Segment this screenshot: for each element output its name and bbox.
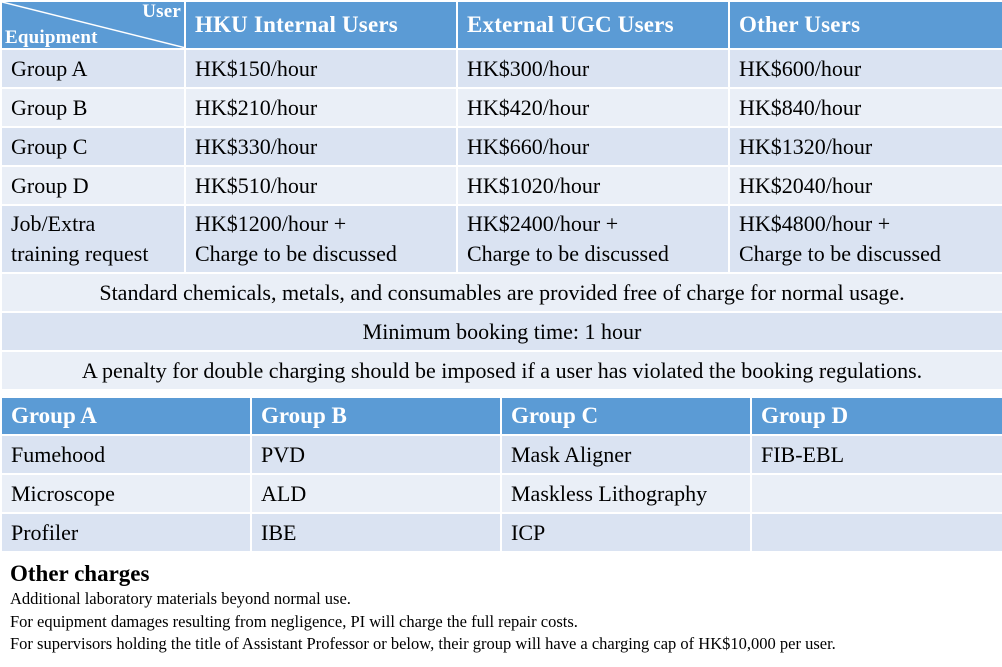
job-other-rate: HK$4800/hour + [739,211,891,236]
rate-row-group-a: Group A HK$150/hour HK$300/hour HK$600/h… [0,48,1002,89]
rate-hku-cell: HK$510/hour [184,165,458,206]
rate-row-group-c: Group C HK$330/hour HK$660/hour HK$1320/… [0,126,1002,167]
equipment-cell: PVD [250,434,502,475]
equipment-cell: Microscope [0,473,252,514]
rate-table: User Equipment HKU Internal Users Extern… [0,0,1002,391]
rate-other-cell: HK$2040/hour [728,165,1002,206]
equipment-row: Profiler IBE ICP [0,512,1002,553]
rate-group-cell: Job/Extra training request [0,204,186,274]
job-ugc-note: Charge to be discussed [467,241,669,266]
note-min-booking: Minimum booking time: 1 hour [0,311,1002,352]
rate-other-cell: HK$4800/hour + Charge to be discussed [728,204,1002,274]
header-group-d: Group D [750,396,1002,436]
equipment-cell: Profiler [0,512,252,553]
equipment-group-table: Group A Group B Group C Group D Fumehood… [0,396,1002,553]
note-consumables: Standard chemicals, metals, and consumab… [0,272,1002,313]
equipment-cell: Fumehood [0,434,252,475]
rate-row-job-extra: Job/Extra training request HK$1200/hour +… [0,204,1002,274]
equipment-cell: Mask Aligner [500,434,752,475]
job-ugc-rate: HK$2400/hour + [467,211,619,236]
rate-other-cell: HK$840/hour [728,87,1002,128]
job-hku-rate: HK$1200/hour + [195,211,347,236]
diagonal-divider [3,3,183,47]
job-hku-note: Charge to be discussed [195,241,397,266]
header-hku-internal: HKU Internal Users [184,0,458,50]
corner-equipment-label: Equipment [5,27,98,48]
rate-other-cell: HK$1320/hour [728,126,1002,167]
other-charge-line: Additional laboratory materials beyond n… [10,589,351,608]
note-row-penalty: A penalty for double charging should be … [0,350,1002,391]
rate-hku-cell: HK$210/hour [184,87,458,128]
other-charges-title: Other charges [10,561,150,586]
job-label-line2: training request [11,241,149,266]
rate-group-cell: Group D [0,165,186,206]
header-external-ugc: External UGC Users [456,0,730,50]
rate-row-group-d: Group D HK$510/hour HK$1020/hour HK$2040… [0,165,1002,206]
other-charge-line: For supervisors holding the title of Ass… [10,634,836,653]
header-other-users: Other Users [728,0,1002,50]
equipment-cell [750,512,1002,553]
rate-ugc-cell: HK$660/hour [456,126,730,167]
rate-row-group-b: Group B HK$210/hour HK$420/hour HK$840/h… [0,87,1002,128]
rate-hku-cell: HK$330/hour [184,126,458,167]
note-row-consumables: Standard chemicals, metals, and consumab… [0,272,1002,313]
corner-user-label: User [142,1,181,22]
equipment-cell: Maskless Lithography [500,473,752,514]
rate-group-cell: Group B [0,87,186,128]
equipment-row: Microscope ALD Maskless Lithography [0,473,1002,514]
rate-ugc-cell: HK$300/hour [456,48,730,89]
other-charge-line: For equipment damages resulting from neg… [10,611,578,631]
rate-header-row: User Equipment HKU Internal Users Extern… [0,0,1002,50]
rate-ugc-cell: HK$420/hour [456,87,730,128]
header-group-c: Group C [500,396,752,436]
rate-ugc-cell: HK$2400/hour + Charge to be discussed [456,204,730,274]
equipment-cell: FIB-EBL [750,434,1002,475]
equipment-cell: IBE [250,512,502,553]
equipment-cell: ALD [250,473,502,514]
rate-group-cell: Group C [0,126,186,167]
note-row-min-booking: Minimum booking time: 1 hour [0,311,1002,352]
group-header-row: Group A Group B Group C Group D [0,396,1002,436]
equipment-cell: ICP [500,512,752,553]
other-charges-section: Other charges Additional laboratory mate… [10,560,995,656]
equipment-row: Fumehood PVD Mask Aligner FIB-EBL [0,434,1002,475]
rate-hku-cell: HK$150/hour [184,48,458,89]
rate-group-cell: Group A [0,48,186,89]
note-penalty: A penalty for double charging should be … [0,350,1002,391]
corner-header: User Equipment [0,0,186,50]
rate-other-cell: HK$600/hour [728,48,1002,89]
equipment-cell [750,473,1002,514]
header-group-b: Group B [250,396,502,436]
rate-hku-cell: HK$1200/hour + Charge to be discussed [184,204,458,274]
header-group-a: Group A [0,396,252,436]
job-label-line1: Job/Extra [11,211,96,236]
job-other-note: Charge to be discussed [739,241,941,266]
rate-ugc-cell: HK$1020/hour [456,165,730,206]
